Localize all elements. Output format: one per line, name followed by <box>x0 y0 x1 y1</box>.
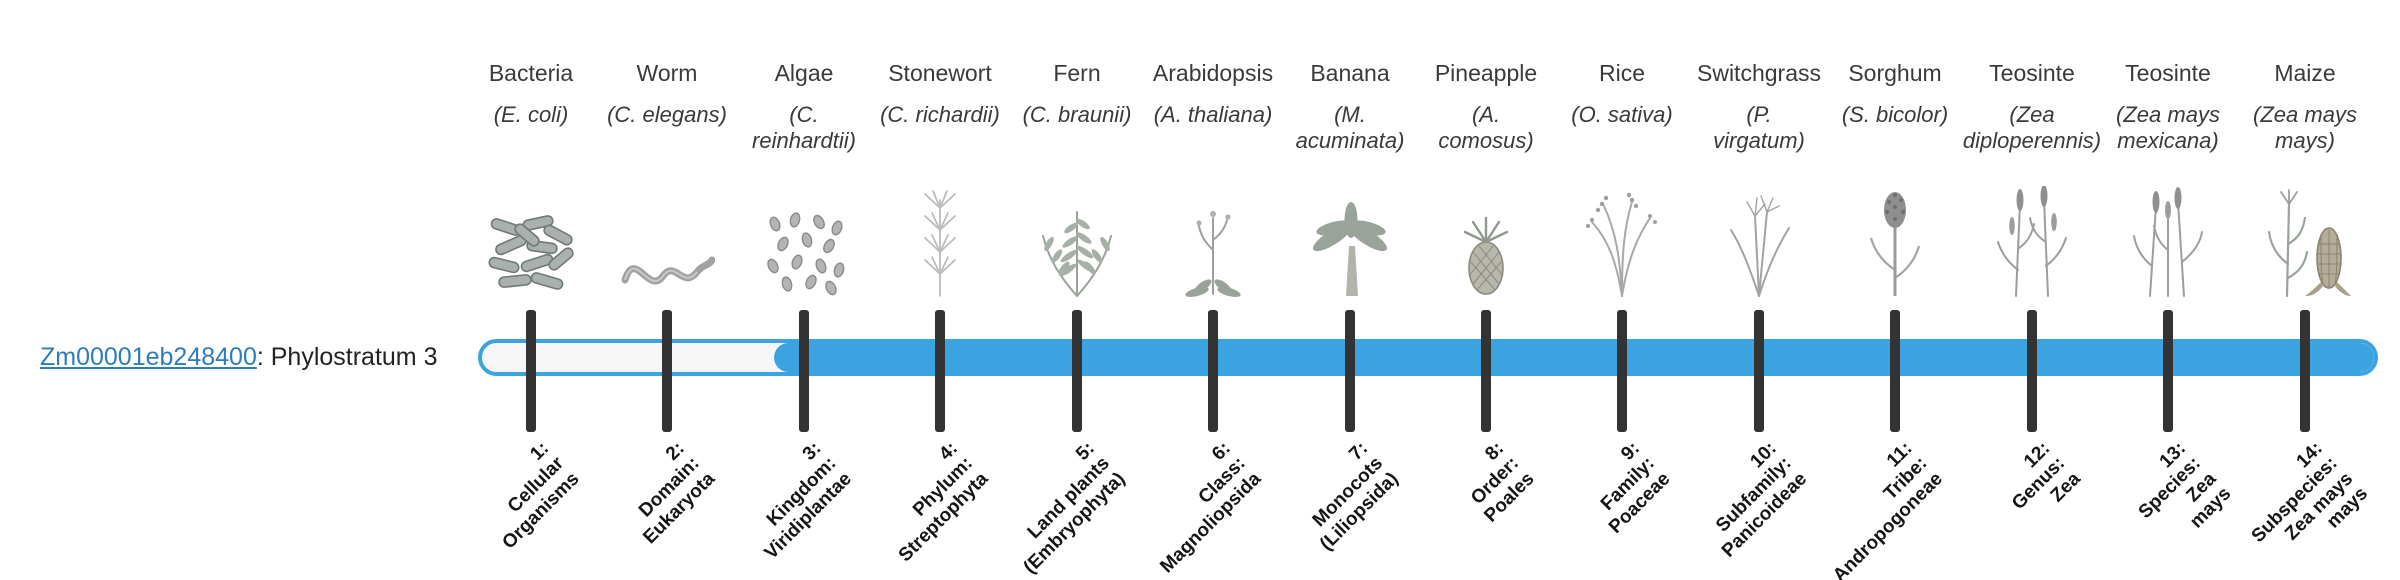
organism-name: Stonewort <box>888 60 992 86</box>
organism-names: Fern (C. braunii) <box>997 60 1157 128</box>
phylostratum-tick <box>935 310 945 432</box>
organism-name: Pineapple <box>1434 60 1538 86</box>
organism-names: Bacteria (E. coli) <box>451 60 611 128</box>
organism-scientific-name: (Zea mays mexicana) <box>2116 101 2220 154</box>
phylostratum-tick <box>799 310 809 432</box>
organism-scientific-name: (S. bicolor) <box>1841 101 1949 127</box>
phylostratum-tick <box>526 310 536 432</box>
stonewort-icon <box>883 176 997 298</box>
rice-plant-icon <box>1565 176 1679 298</box>
bar-filled-segment <box>774 343 2374 372</box>
worm-icon <box>610 176 724 298</box>
phylostratum-tick <box>2027 310 2037 432</box>
arabidopsis-icon <box>1156 176 1270 298</box>
bacteria-icon <box>474 176 588 298</box>
organism-name: Worm <box>636 60 698 86</box>
algae-cells-icon <box>747 176 861 298</box>
organism-name: Arabidopsis <box>1152 60 1274 86</box>
phylostratum-tick <box>2163 310 2173 432</box>
organism-scientific-name: (C. elegans) <box>607 101 727 127</box>
phylostratum-label: 3: Kingdom: Viridiplantae <box>760 438 856 564</box>
organism-names: Maize (Zea mays mays) <box>2225 60 2385 155</box>
organism-names: Algae (C. reinhardtii) <box>724 60 884 155</box>
organism-names: Rice (O. sativa) <box>1542 60 1702 128</box>
organism-scientific-name: (A. thaliana) <box>1153 101 1273 127</box>
phylostratum-label: 12: Genus: Zea <box>2007 438 2084 515</box>
phylostratum-tick <box>1208 310 1218 432</box>
phylostratum-label: 13: Species: Zea mays <box>2134 438 2235 533</box>
phylostratum-tick <box>1072 310 1082 432</box>
phylostratum-tick <box>1345 310 1355 432</box>
phylostratum-label: 10: Subfamily: Panicoideae <box>1712 438 1811 562</box>
organism-scientific-name: (Zea mays mays) <box>2253 101 2357 154</box>
organism-names: Teosinte (Zea mays mexicana) <box>2088 60 2248 155</box>
organism-name: Sorghum <box>1848 60 1942 86</box>
teosinte-diploperennis-icon <box>1975 176 2089 298</box>
phylostratum-label: 7: Monocots (Liliopsida) <box>1308 438 1402 555</box>
organism-name: Teosinte <box>2125 60 2211 86</box>
maize-plant-cob-icon <box>2248 176 2362 298</box>
organism-name: Bacteria <box>488 60 574 86</box>
organism-scientific-name: (C. braunii) <box>1022 101 1132 127</box>
organism-scientific-name: (C. reinhardtii) <box>752 101 856 154</box>
teosinte-mexicana-icon <box>2111 176 2225 298</box>
phylostratum-label: 4: Phylum: Streptophyta <box>894 438 992 566</box>
phylostratum-label: 14: Subspecies: Zea mays mays <box>2247 438 2372 548</box>
organism-names: Switchgrass (P. virgatum) <box>1679 60 1839 155</box>
phylostratum-label: 9: Family: Poaceae <box>1596 438 1674 538</box>
organism-scientific-name: (O. sativa) <box>1571 101 1673 127</box>
phylostratum-label: 6: Class: Magnoliopsida <box>1156 438 1265 577</box>
gene-link[interactable]: Zm00001eb248400 <box>40 343 257 371</box>
organism-name: Teosinte <box>1989 60 2075 86</box>
organism-names: Worm (C. elegans) <box>587 60 747 128</box>
gene-label: Zm00001eb248400: Phylostratum 3 <box>40 343 438 372</box>
phylostratum-label: 8: Order: Poales <box>1466 438 1538 527</box>
organism-names: Teosinte (Zea diploperennis) <box>1952 60 2112 155</box>
banana-tree-icon <box>1293 176 1407 298</box>
fern-icon <box>1020 176 1134 298</box>
pineapple-icon <box>1429 176 1543 298</box>
switchgrass-icon <box>1702 176 1816 298</box>
organism-names: Stonewort (C. richardii) <box>860 60 1020 128</box>
organism-scientific-name: (A. comosus) <box>1438 101 1534 154</box>
organism-name: Switchgrass <box>1697 60 1821 86</box>
phylostratum-tick <box>662 310 672 432</box>
phylostratum-label: 1: Cellular Organisms <box>497 438 583 554</box>
phylostratum-tick <box>1890 310 1900 432</box>
organism-scientific-name: (Zea diploperennis) <box>1962 101 2102 154</box>
phylostrata-bar <box>478 339 2378 376</box>
phylostratum-tick <box>2300 310 2310 432</box>
organism-name: Banana <box>1310 60 1390 86</box>
organism-scientific-name: (M. acuminata) <box>1295 101 1405 154</box>
phylostratum-label: 5: Land plants (Embryophyta) <box>1019 438 1129 578</box>
phylostratum-tick <box>1481 310 1491 432</box>
organism-scientific-name: (C. richardii) <box>880 101 1000 127</box>
organism-name: Fern <box>1053 60 1101 86</box>
phylostratum-label: 11: Tribe: Andropogoneae <box>1829 438 1947 580</box>
organism-names: Pineapple (A. comosus) <box>1406 60 1566 155</box>
organism-names: Arabidopsis (A. thaliana) <box>1133 60 1293 128</box>
organism-names: Banana (M. acuminata) <box>1270 60 1430 155</box>
sorghum-icon <box>1838 176 1952 298</box>
organism-name: Rice <box>1598 60 1645 86</box>
gene-phylostratum-text: : Phylostratum 3 <box>256 343 438 371</box>
organism-scientific-name: (P. virgatum) <box>1713 101 1805 154</box>
phylostratum-tick <box>1617 310 1627 432</box>
organism-names: Sorghum (S. bicolor) <box>1815 60 1975 128</box>
organism-name: Algae <box>774 60 834 86</box>
phylostratum-label: 2: Domain: Eukaryota <box>635 438 719 548</box>
organism-name: Maize <box>2274 60 2336 86</box>
organism-scientific-name: (E. coli) <box>493 101 569 127</box>
phylostratum-tick <box>1754 310 1764 432</box>
